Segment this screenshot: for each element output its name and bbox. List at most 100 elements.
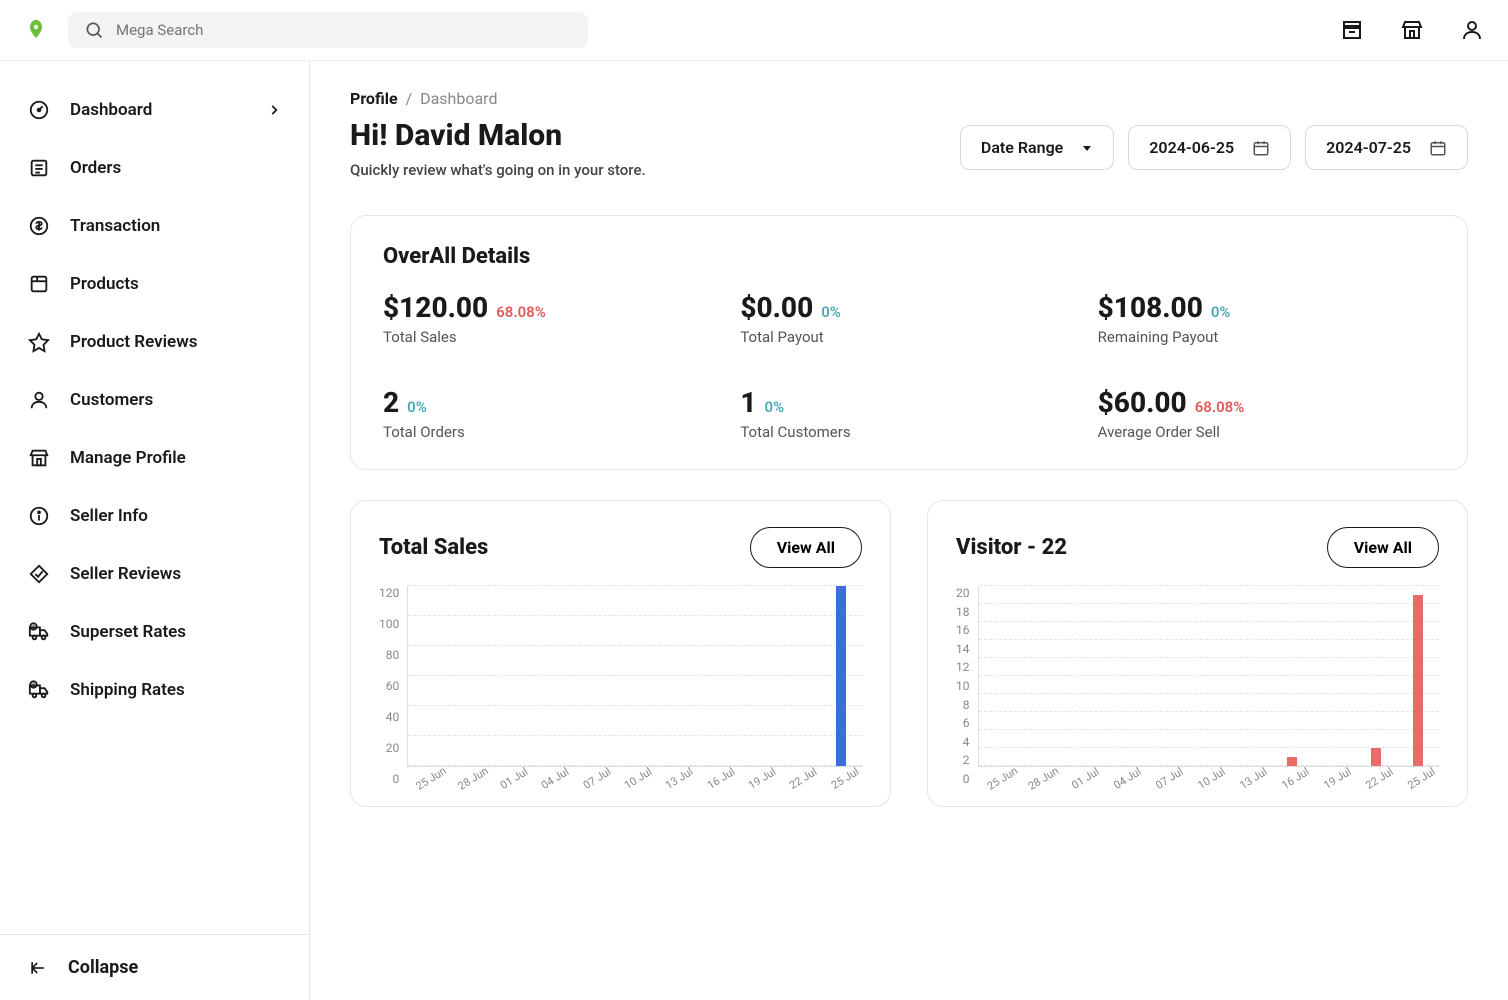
sidebar-item-products[interactable]: Products [0, 255, 309, 313]
y-axis: 120100806040200 [379, 586, 407, 786]
visitor-card: Visitor - 22 View All 201816141210864202… [927, 500, 1468, 807]
page-subtitle: Quickly review what's going on in your s… [350, 161, 960, 179]
sidebar-item-shipping-rates[interactable]: $Shipping Rates [0, 661, 309, 719]
y-tick: 16 [956, 623, 970, 637]
collapse-icon [28, 958, 48, 978]
chevron-down-icon [1081, 142, 1093, 154]
sidebar-item-label: Seller Reviews [70, 564, 181, 584]
metric-pct: 0% [821, 303, 841, 321]
metric-average-order-sell: $60.0068.08%Average Order Sell [1098, 386, 1435, 441]
calendar-icon [1252, 139, 1270, 157]
search-box[interactable] [68, 12, 588, 48]
metric-label: Remaining Payout [1098, 328, 1435, 346]
y-tick: 60 [386, 679, 400, 693]
star-icon [28, 331, 50, 353]
sidebar-item-label: Products [70, 274, 139, 294]
sidebar-item-label: Customers [70, 390, 153, 410]
metric-value: 1 [740, 386, 756, 419]
metric-value: $108.00 [1098, 291, 1203, 324]
metric-label: Total Customers [740, 423, 1077, 441]
y-tick: 100 [379, 617, 399, 631]
y-tick: 80 [386, 648, 400, 662]
sidebar-item-label: Orders [70, 158, 121, 178]
breadcrumb: Profile / Dashboard [350, 89, 960, 108]
date-range-label: Date Range [981, 138, 1063, 157]
y-tick: 18 [956, 605, 970, 619]
y-tick: 6 [963, 716, 970, 730]
metric-label: Total Sales [383, 328, 720, 346]
truck-dollar-icon: $ [28, 679, 50, 701]
metric-pct: 0% [1211, 303, 1231, 321]
metric-pct: 68.08% [496, 303, 546, 321]
logo [24, 18, 48, 42]
chart-bar [1413, 595, 1423, 766]
sales-chart-title: Total Sales [379, 535, 488, 560]
y-tick: 20 [956, 586, 970, 600]
storefront-icon [28, 447, 50, 469]
collapse-label: Collapse [68, 957, 138, 978]
sidebar-item-label: Superset Rates [70, 622, 186, 642]
visitor-view-all-button[interactable]: View All [1327, 527, 1439, 568]
overall-title: OverAll Details [383, 244, 1435, 269]
sidebar-item-label: Product Reviews [70, 332, 197, 352]
metric-pct: 68.08% [1195, 398, 1245, 416]
chart-bar [1371, 748, 1381, 766]
chart-area: 2018161412108642025 Jun28 Jun01 Jul04 Ju… [956, 586, 1439, 786]
start-date-value: 2024-06-25 [1149, 138, 1234, 157]
sidebar-item-label: Seller Info [70, 506, 148, 526]
metric-value: $120.00 [383, 291, 488, 324]
chevron-right-icon [267, 103, 281, 117]
dollar-circle-icon [28, 215, 50, 237]
page-title: Hi! David Malon [350, 118, 960, 153]
sales-view-all-button[interactable]: View All [750, 527, 862, 568]
total-sales-card: Total Sales View All 12010080604020025 J… [350, 500, 891, 807]
diamond-icon [28, 563, 50, 585]
y-tick: 4 [963, 735, 970, 749]
end-date-picker[interactable]: 2024-07-25 [1305, 125, 1468, 170]
topbar [0, 0, 1508, 61]
search-input[interactable] [116, 21, 572, 39]
metric-total-sales: $120.00 68.08% Total Sales [383, 291, 720, 346]
gauge-icon [28, 99, 50, 121]
start-date-picker[interactable]: 2024-06-25 [1128, 125, 1291, 170]
main-content: Profile / Dashboard Hi! David Malon Quic… [310, 61, 1508, 1000]
user-icon [28, 389, 50, 411]
box-icon [28, 273, 50, 295]
overall-details-card: OverAll Details $120.00 68.08% Total Sales… [350, 215, 1468, 470]
store-icon[interactable] [1340, 18, 1364, 42]
y-tick: 12 [956, 660, 970, 674]
collapse-button[interactable]: Collapse [0, 935, 309, 1000]
x-axis: 25 Jun28 Jun01 Jul04 Jul07 Jul10 Jul13 J… [407, 767, 862, 786]
sidebar-item-label: Transaction [70, 216, 160, 236]
sidebar-item-product-reviews[interactable]: Product Reviews [0, 313, 309, 371]
chart-plot [978, 586, 1440, 767]
y-axis: 20181614121086420 [956, 586, 978, 786]
truck-dollar-icon: $ [28, 621, 50, 643]
profile-icon[interactable] [1460, 18, 1484, 42]
sidebar-item-customers[interactable]: Customers [0, 371, 309, 429]
sidebar-item-seller-reviews[interactable]: Seller Reviews [0, 545, 309, 603]
chart-bar [836, 586, 846, 766]
storefront-icon[interactable] [1400, 18, 1424, 42]
sidebar-item-seller-info[interactable]: Seller Info [0, 487, 309, 545]
metric-value: 2 [383, 386, 399, 419]
sidebar-item-dashboard[interactable]: Dashboard [0, 81, 309, 139]
sidebar-item-manage-profile[interactable]: Manage Profile [0, 429, 309, 487]
x-axis: 25 Jun28 Jun01 Jul04 Jul07 Jul10 Jul13 J… [978, 767, 1440, 786]
sidebar-item-transaction[interactable]: Transaction [0, 197, 309, 255]
metric-total-orders: 20%Total Orders [383, 386, 720, 441]
y-tick: 20 [386, 741, 400, 755]
breadcrumb-current: Profile [350, 89, 398, 108]
y-tick: 14 [956, 642, 970, 656]
chart-plot [407, 586, 862, 767]
end-date-value: 2024-07-25 [1326, 138, 1411, 157]
sidebar-item-superset-rates[interactable]: $ Superset Rates [0, 603, 309, 661]
y-tick: 10 [956, 679, 970, 693]
metric-pct: 0% [764, 398, 784, 416]
y-tick: 40 [386, 710, 400, 724]
sidebar: Dashboard Orders Transaction Products Produc… [0, 61, 310, 1000]
date-range-dropdown[interactable]: Date Range [960, 125, 1114, 170]
sidebar-item-orders[interactable]: Orders [0, 139, 309, 197]
calendar-icon [1429, 139, 1447, 157]
info-icon [28, 505, 50, 527]
